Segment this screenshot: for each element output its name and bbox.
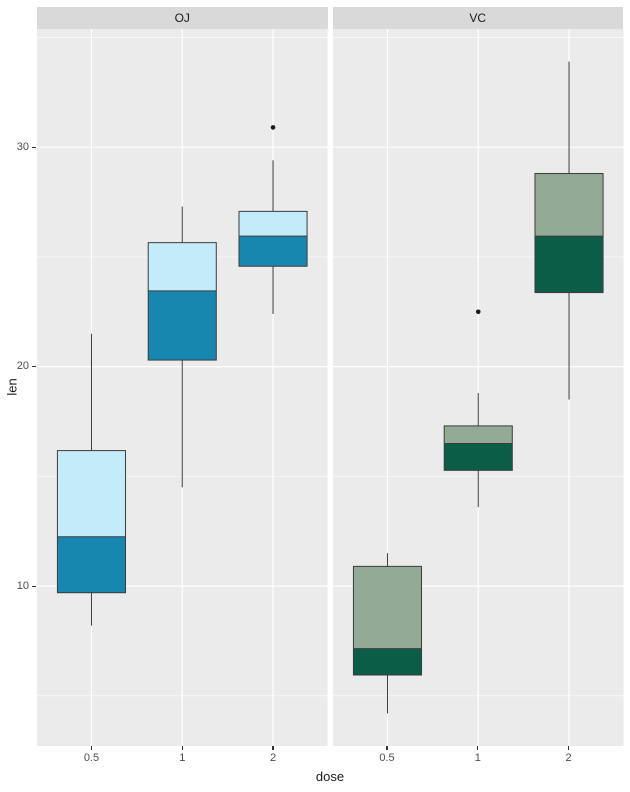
- box-vc-dose-0.5: [352, 553, 422, 714]
- box-oj-dose-1: [147, 206, 217, 488]
- x-tick-mark: [477, 746, 479, 750]
- x-tick-label: 1: [474, 752, 481, 764]
- box-oj-dose-2: [238, 125, 308, 314]
- box-border: [533, 173, 604, 294]
- x-tick-mark: [90, 746, 92, 750]
- box-border: [56, 450, 127, 594]
- box-border: [238, 210, 308, 267]
- facet-strip-oj: OJ: [37, 7, 328, 29]
- x-tick-mark: [181, 746, 183, 750]
- x-tick-mark: [567, 746, 570, 750]
- x-tick-label: 2: [565, 752, 572, 764]
- x-axis-title: dose: [315, 769, 345, 784]
- box-upper-half: [148, 242, 217, 291]
- x-tick-label: 2: [269, 752, 277, 764]
- box-oj-dose-0.5: [56, 333, 127, 626]
- y-tick-label: 30: [16, 140, 29, 153]
- box-border: [443, 425, 513, 471]
- box-lower-half: [57, 536, 126, 593]
- x-tick-mark: [272, 746, 274, 750]
- y-tick-mark: [32, 146, 36, 148]
- box-lower-half: [238, 236, 308, 267]
- x-tick-mark: [386, 746, 388, 750]
- box-upper-half: [57, 450, 126, 537]
- box-lower-half: [534, 236, 603, 293]
- y-tick-mark: [32, 366, 36, 368]
- box-upper-half: [443, 425, 512, 444]
- y-axis-title: len: [4, 378, 20, 396]
- y-tick-label: 10: [16, 579, 29, 592]
- box-lower-half: [148, 290, 217, 361]
- x-tick-label: 0.5: [379, 752, 395, 764]
- box-lower-half: [352, 648, 422, 676]
- outlier-point: [475, 309, 481, 315]
- facet-panel-vc: [332, 29, 623, 746]
- x-tick-label: 1: [179, 752, 186, 764]
- box-upper-half: [534, 173, 603, 237]
- box-vc-dose-2: [533, 61, 604, 400]
- box-border: [352, 565, 422, 676]
- outlier-point: [270, 125, 276, 130]
- facet-panel-oj: [37, 29, 328, 746]
- y-tick-label: 20: [16, 360, 29, 373]
- box-vc-dose-1: [443, 309, 513, 508]
- box-lower-half: [443, 443, 512, 471]
- box-border: [147, 242, 217, 361]
- x-tick-label: 0.5: [83, 752, 100, 764]
- y-tick-mark: [32, 585, 36, 587]
- box-upper-half: [238, 211, 308, 237]
- box-upper-half: [352, 566, 422, 649]
- facet-strip-vc: VC: [332, 7, 623, 29]
